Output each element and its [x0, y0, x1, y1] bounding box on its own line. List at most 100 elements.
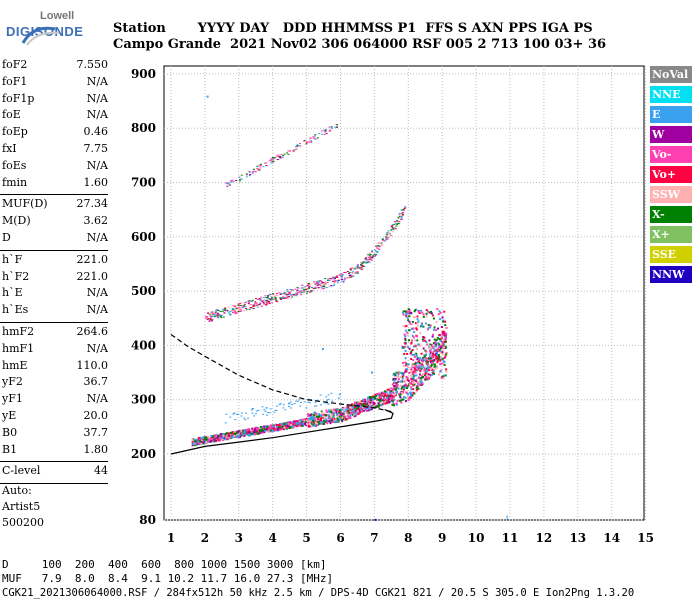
- trace-point: [406, 352, 408, 355]
- trace-point: [197, 439, 200, 442]
- trace-point: [391, 399, 393, 402]
- trace-point: [282, 428, 285, 431]
- legend-item: SSE: [650, 246, 692, 263]
- trace-point: [320, 417, 322, 420]
- trace-point: [269, 412, 272, 414]
- trace-point: [417, 320, 420, 323]
- trace-point: [382, 402, 385, 405]
- trace-point: [360, 400, 363, 403]
- trace-point: [324, 281, 327, 283]
- trace-point: [377, 402, 380, 404]
- trace-point: [321, 287, 324, 289]
- trace-point: [332, 414, 335, 417]
- trace-point: [309, 290, 312, 292]
- trace-point: [309, 138, 311, 140]
- trace-point: [378, 404, 380, 407]
- trace-point: [289, 407, 292, 409]
- trace-point: [405, 400, 408, 403]
- trace-point: [305, 287, 307, 289]
- trace-point: [247, 434, 250, 437]
- trace-point: [281, 422, 284, 425]
- trace-point: [417, 387, 420, 390]
- trace-point: [206, 438, 208, 441]
- trace-point: [413, 380, 415, 383]
- trace-point: [238, 306, 241, 308]
- trace-point: [318, 415, 320, 418]
- trace-point: [334, 279, 336, 281]
- trace-point: [314, 418, 317, 421]
- trace-point: [402, 310, 405, 313]
- trace-point: [312, 136, 315, 138]
- trace-point: [387, 399, 390, 402]
- trace-point: [283, 291, 285, 293]
- scaled-param-value: N/A: [86, 303, 108, 317]
- legend-item: Vo+: [650, 166, 692, 183]
- trace-point: [244, 309, 247, 311]
- trace-point: [215, 309, 218, 311]
- trace-point: [309, 399, 312, 400]
- trace-point: [369, 258, 372, 260]
- trace-point: [242, 305, 245, 307]
- trace-point: [445, 353, 448, 356]
- trace-point: [371, 398, 374, 400]
- trace-point: [234, 313, 237, 315]
- trace-point: [256, 432, 259, 435]
- x-tick-label: 10: [468, 531, 485, 545]
- trace-point: [256, 304, 259, 306]
- trace-point: [262, 429, 265, 432]
- trace-point: [207, 440, 210, 443]
- trace-point: [437, 313, 440, 316]
- trace-point: [399, 371, 402, 374]
- trace-point: [278, 424, 281, 426]
- trace-point: [258, 298, 261, 300]
- trace-point: [404, 310, 407, 313]
- trace-point: [285, 294, 288, 296]
- trace-point: [322, 287, 325, 289]
- trace-point: [225, 413, 228, 415]
- trace-point: [327, 403, 330, 405]
- scaled-param-name: h`Es: [2, 303, 29, 317]
- trace-point: [375, 253, 378, 255]
- trace-point: [303, 290, 306, 292]
- trace-point: [250, 432, 253, 435]
- trace-point: [324, 414, 327, 417]
- trace-point: [436, 353, 439, 356]
- trace-point: [294, 292, 297, 294]
- trace-point: [308, 285, 311, 287]
- trace-point: [351, 267, 354, 269]
- trace-point: [345, 407, 348, 410]
- trace-point: [416, 339, 419, 342]
- trace-point: [327, 280, 329, 281]
- trace-point: [232, 305, 235, 307]
- trace-point: [346, 415, 349, 418]
- trace-point: [254, 171, 257, 173]
- trace-point: [425, 374, 428, 376]
- trace-point: [329, 278, 332, 279]
- trace-point: [415, 322, 417, 325]
- trace-point: [211, 438, 214, 440]
- trace-point: [298, 288, 301, 289]
- trace-point: [226, 185, 229, 187]
- trace-point: [419, 367, 422, 370]
- trace-point: [273, 411, 276, 413]
- trace-point: [253, 303, 256, 305]
- trace-point: [441, 333, 444, 336]
- trace-point: [374, 406, 377, 409]
- auto-code: 500200: [2, 516, 44, 529]
- trace-point: [393, 403, 396, 406]
- trace-point: [289, 427, 291, 429]
- trace-point: [289, 422, 292, 425]
- trace-point: [438, 355, 441, 358]
- trace-point: [353, 414, 356, 417]
- trace-point: [267, 301, 270, 303]
- trace-point: [236, 312, 239, 314]
- trace-point: [285, 424, 288, 427]
- trace-point: [382, 399, 385, 402]
- trace-point: [442, 353, 445, 356]
- trace-point: [305, 418, 308, 421]
- trace-point: [412, 336, 415, 339]
- scaled-row: h`Es N/A: [2, 303, 108, 319]
- trace-point: [435, 320, 438, 323]
- trace-point: [262, 413, 265, 415]
